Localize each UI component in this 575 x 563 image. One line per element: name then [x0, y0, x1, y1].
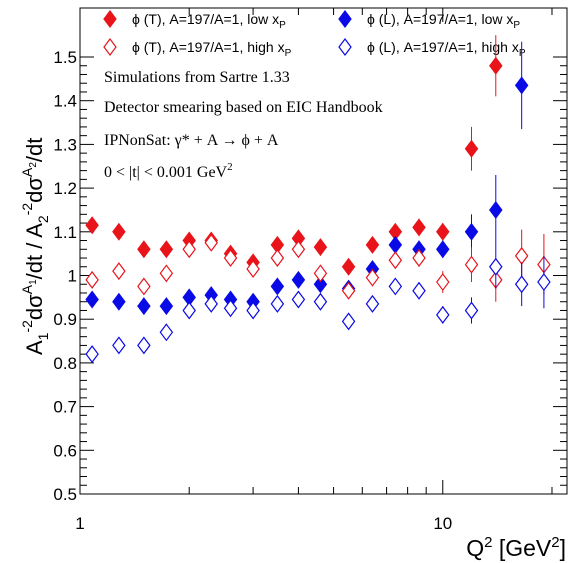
- annotations: Simulations from Sartre 1.33 Detector sme…: [104, 69, 383, 181]
- data-point: [223, 299, 238, 318]
- data-point: [204, 294, 218, 313]
- data-point: [365, 268, 380, 287]
- data-point: [291, 240, 306, 259]
- y-tick-label: 1: [68, 267, 77, 286]
- legend-label: ϕ (T), A=197/A=1, high xP: [132, 39, 292, 59]
- data-point: [246, 301, 260, 320]
- data-point: [365, 235, 380, 254]
- data-point: [514, 76, 529, 95]
- y-tick-label: 0.9: [53, 310, 77, 329]
- data-point: [159, 297, 174, 316]
- data-point: [291, 270, 306, 289]
- data-point: [112, 222, 126, 241]
- data-point: [137, 336, 151, 355]
- data-point: [313, 238, 328, 257]
- data-point: [489, 56, 503, 75]
- y-tick-label: 1.1: [53, 223, 77, 242]
- data-point: [388, 277, 403, 296]
- y-tick-label: 0.8: [53, 354, 77, 373]
- annotation-text: Simulations from Sartre 1.33: [104, 69, 290, 86]
- data-point: [537, 273, 551, 292]
- data-point: [182, 240, 196, 259]
- data-point: [85, 290, 99, 309]
- legend-marker: [338, 10, 352, 28]
- data-point: [270, 277, 285, 296]
- legend-marker: [103, 10, 117, 28]
- data-point: [436, 222, 450, 241]
- y-tick-labels: 0.5 0.6 0.7 0.8 0.9 1 1.1 1.2 1.3 1.4 1.5: [53, 48, 77, 504]
- data-point: [182, 301, 196, 320]
- y-tick-label: 0.7: [53, 398, 77, 417]
- data-point: [436, 273, 450, 292]
- data-point: [464, 222, 479, 241]
- legend-label: ϕ (T), A=197/A=1, low xP: [132, 11, 286, 31]
- data-point: [514, 246, 529, 265]
- data-point: [159, 323, 174, 342]
- y-tick-label: 0.5: [53, 485, 77, 504]
- data-point: [436, 240, 450, 259]
- plot-frame: [79, 7, 568, 495]
- x-tick-labels: 1 10: [75, 514, 452, 533]
- data-point: [464, 301, 479, 320]
- x-axis-label: Q2 [GeV2]: [466, 534, 566, 561]
- data-point: [313, 264, 328, 283]
- data-point: [412, 218, 426, 237]
- annotation-text: IPNonSat: γ* + A → ϕ + A: [104, 132, 279, 149]
- data-point: [464, 139, 479, 158]
- data-point: [341, 281, 356, 300]
- series-group: [85, 229, 551, 302]
- data-point: [204, 233, 218, 252]
- data-point: [514, 275, 529, 294]
- data-point: [112, 292, 126, 311]
- legend-marker: [103, 38, 117, 56]
- data-point: [137, 297, 151, 316]
- data-point: [159, 264, 174, 283]
- y-tick-label: 1.5: [53, 48, 77, 67]
- data-point: [341, 312, 356, 331]
- data-point: [137, 277, 151, 296]
- data-point: [85, 216, 99, 235]
- data-point: [313, 275, 328, 294]
- data-point: [341, 257, 356, 276]
- x-tick-label: 1: [75, 514, 84, 533]
- axis-ticks: [79, 8, 567, 495]
- data-point: [412, 281, 426, 300]
- legend-label: ϕ (L), A=197/A=1, high xP: [367, 39, 526, 59]
- data-point: [412, 249, 426, 268]
- annotation-text: Detector smearing based on EIC Handbook: [104, 99, 383, 116]
- data-point: [85, 270, 99, 289]
- data-point: [464, 255, 479, 274]
- data-point: [137, 240, 151, 259]
- y-tick-label: 1.2: [53, 179, 77, 198]
- data-point: [388, 251, 403, 270]
- data-point: [112, 262, 126, 281]
- data-point: [112, 336, 126, 355]
- y-tick-label: 1.4: [53, 92, 77, 111]
- y-tick-label: 1.3: [53, 135, 77, 154]
- legend-marker: [338, 38, 352, 56]
- data-point: [270, 249, 285, 268]
- data-point: [85, 345, 99, 364]
- data-point: [291, 290, 306, 309]
- x-tick-label: 10: [433, 514, 452, 533]
- data-point: [159, 240, 174, 259]
- data-point: [246, 259, 260, 278]
- series-group: [85, 244, 551, 364]
- data-point: [223, 249, 238, 268]
- y-axis-label: A1-2dσA1/dt / A2-2dσA2/dt: [19, 138, 51, 355]
- y-tick-label: 0.6: [53, 441, 77, 460]
- data-point: [489, 200, 503, 219]
- annotation-text: 0 < |t| < 0.001 GeV2: [104, 161, 233, 181]
- data-point: [270, 294, 285, 313]
- data-series: [85, 35, 551, 364]
- legend-label: ϕ (L), A=197/A=1, low xP: [367, 11, 520, 31]
- data-point: [388, 235, 403, 254]
- data-point: [365, 294, 380, 313]
- data-point: [489, 257, 503, 276]
- data-point: [313, 292, 328, 311]
- data-point: [436, 305, 450, 324]
- legend: ϕ (T), A=197/A=1, low xP ϕ (L), A=197/A=1…: [103, 10, 526, 59]
